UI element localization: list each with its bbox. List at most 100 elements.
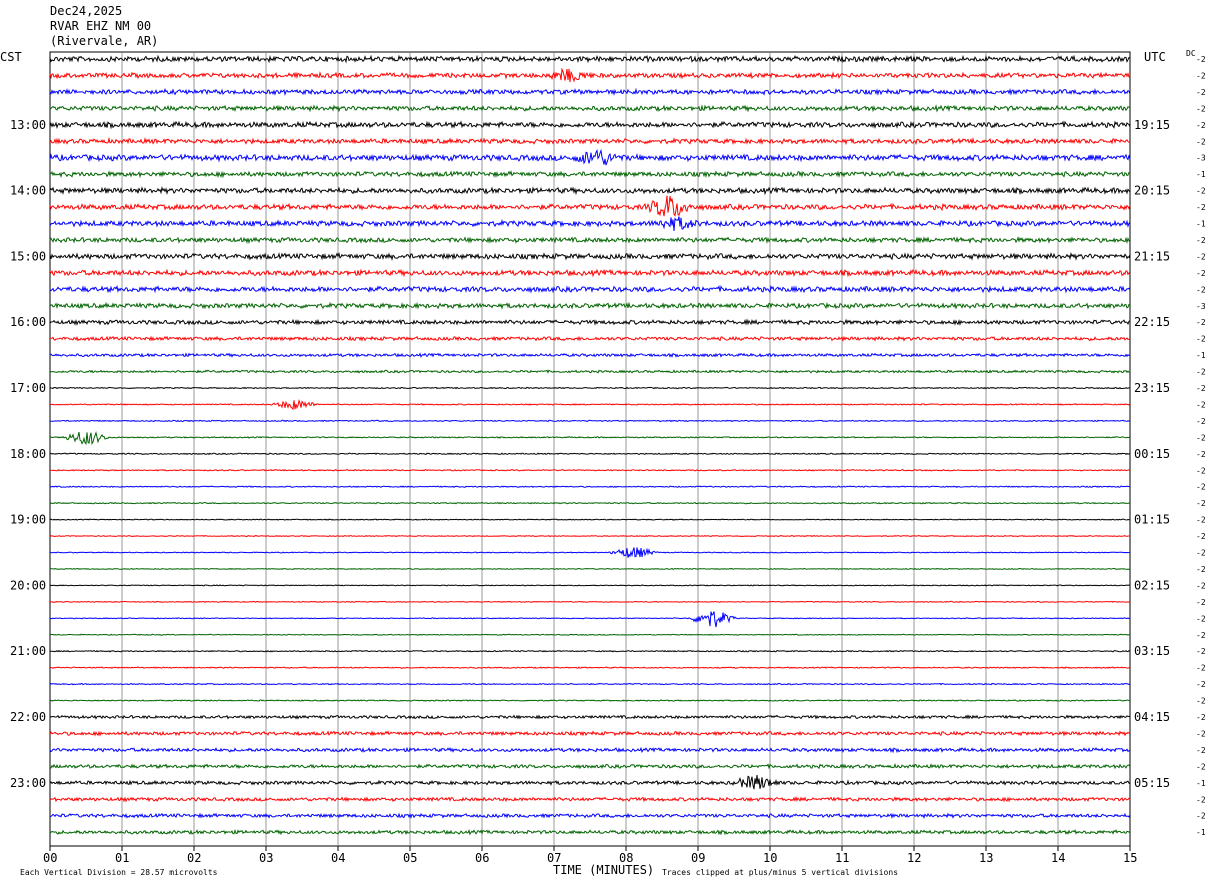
seismogram-trace	[49, 318, 1131, 326]
left-hour-label: 23:00	[10, 776, 46, 790]
dc-offset-label: -2	[1196, 614, 1206, 623]
dc-offset-label: -2	[1196, 450, 1206, 459]
seismogram-trace	[49, 649, 1131, 653]
dc-offset-label: -2	[1196, 516, 1206, 525]
dc-offset-label: -2	[1196, 121, 1206, 130]
seismogram-trace	[49, 136, 1131, 146]
seismogram-trace	[49, 682, 1131, 686]
chart-station: RVAR EHZ NM 00	[50, 19, 151, 33]
dc-offset-label: -1	[1196, 220, 1206, 229]
seismogram-trace	[49, 236, 1131, 245]
x-axis-title: TIME (MINUTES)	[553, 863, 654, 877]
dc-offset-label: -2	[1196, 187, 1206, 196]
seismogram-trace	[49, 419, 1131, 423]
seismogram-trace	[49, 746, 1131, 754]
seismogram-trace	[49, 485, 1131, 488]
dc-offset-label: -1	[1196, 351, 1206, 360]
seismogram-trace	[49, 714, 1131, 720]
dc-offset-label: -2	[1196, 598, 1206, 607]
x-axis-ticks: 00 01 02 03 04 05 06 07 08 09 10 11 12 13 14 15	[43, 846, 1137, 865]
left-hour-label: 13:00	[10, 118, 46, 132]
seismogram-trace	[49, 795, 1131, 803]
seismogram-trace	[49, 730, 1131, 737]
dc-offset-label: -3	[1196, 154, 1206, 163]
x-tick-label: 08	[619, 851, 633, 865]
dc-offset-label: -2	[1196, 384, 1206, 393]
x-tick-label: 01	[115, 851, 129, 865]
seismogram-trace	[49, 148, 1131, 166]
seismogram-trace	[49, 828, 1131, 836]
dc-label: DC	[1186, 49, 1196, 58]
seismogram-trace	[49, 762, 1131, 770]
seismogram-trace	[49, 567, 1131, 571]
right-timezone-label: UTC	[1144, 50, 1166, 64]
dc-offset-label: -2	[1196, 285, 1206, 294]
x-tick-label: 15	[1123, 851, 1137, 865]
left-hour-label: 19:00	[10, 513, 46, 527]
seismogram-trace	[49, 611, 1131, 628]
dc-offset-label: -2	[1196, 137, 1206, 146]
left-hour-label: 21:00	[10, 644, 46, 658]
right-hour-label: 03:15	[1134, 644, 1170, 658]
seismogram-trace	[49, 699, 1131, 702]
dc-offset-label: -2	[1196, 417, 1206, 426]
left-hour-label: 15:00	[10, 249, 46, 263]
dc-offset-label: -1	[1196, 779, 1206, 788]
trace-group	[49, 54, 1131, 836]
seismogram-trace	[49, 501, 1131, 505]
x-tick-label: 07	[547, 851, 561, 865]
dc-offset-label: -2	[1196, 368, 1206, 377]
dc-offset-label: -2	[1196, 88, 1206, 97]
chart-location: (Rivervale, AR)	[50, 34, 158, 48]
seismogram-trace	[49, 120, 1131, 130]
x-tick-label: 02	[187, 851, 201, 865]
dc-offset-label: -2	[1196, 532, 1206, 541]
dc-offset-label: -2	[1196, 812, 1206, 821]
seismogram-trace	[49, 186, 1131, 196]
dc-offset-label: -3	[1196, 302, 1206, 311]
seismogram-trace	[49, 104, 1131, 113]
dc-offset-label: -2	[1196, 762, 1206, 771]
right-hour-label: 22:15	[1134, 315, 1170, 329]
seismogram-trace	[50, 633, 1131, 636]
right-hour-label: 20:15	[1134, 184, 1170, 198]
seismogram-trace	[50, 430, 1131, 446]
dc-offset-label: -2	[1196, 483, 1206, 492]
plot-frame	[49, 51, 1131, 847]
seismogram-trace	[49, 301, 1131, 310]
right-hour-label: 05:15	[1134, 776, 1170, 790]
left-hour-label: 17:00	[10, 381, 46, 395]
scale-note: Each Vertical Division = 28.57 microvolt…	[20, 868, 218, 877]
dc-offset-label: -2	[1196, 565, 1206, 574]
dc-offset-label: -2	[1196, 71, 1206, 80]
seismogram-trace	[50, 335, 1131, 342]
dc-offset-label: -2	[1196, 795, 1206, 804]
left-hour-labels: 13:00 14:00 15:00 16:00 17:00 18:00 19:00 20:00…	[10, 118, 46, 790]
seismogram-trace	[49, 284, 1131, 294]
x-tick-label: 00	[43, 851, 57, 865]
seismogram-trace	[49, 268, 1131, 278]
right-hour-label: 04:15	[1134, 710, 1170, 724]
dc-offset-label: -2	[1196, 697, 1206, 706]
dc-offset-label: -1	[1196, 170, 1206, 179]
seismogram-trace	[49, 54, 1131, 64]
dc-offset-label: -2	[1196, 466, 1206, 475]
seismogram-trace	[49, 600, 1131, 603]
dc-offset-label: -2	[1196, 400, 1206, 409]
left-hour-label: 14:00	[10, 184, 46, 198]
x-tick-label: 03	[259, 851, 273, 865]
x-tick-label: 06	[475, 851, 489, 865]
x-tick-label: 14	[1051, 851, 1065, 865]
dc-offset-label: -2	[1196, 631, 1206, 640]
left-hour-label: 16:00	[10, 315, 46, 329]
seismogram-trace	[49, 666, 1131, 670]
right-hour-label: 19:15	[1134, 118, 1170, 132]
x-tick-label: 05	[403, 851, 417, 865]
dc-offset-label: -2	[1196, 729, 1206, 738]
x-tick-label: 04	[331, 851, 345, 865]
dc-offset-label: -2	[1196, 549, 1206, 558]
dc-offset-label: -2	[1196, 713, 1206, 722]
dc-offset-label: -2	[1196, 581, 1206, 590]
dc-offset-label: -1	[1196, 828, 1206, 837]
